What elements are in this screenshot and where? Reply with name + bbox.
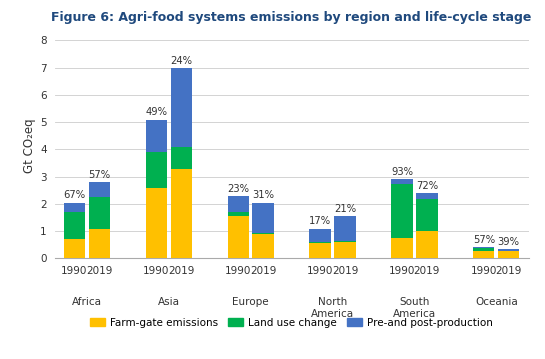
Text: 24%: 24%: [170, 56, 192, 66]
Bar: [416, 199, 438, 231]
Bar: [171, 147, 192, 169]
Bar: [227, 216, 249, 258]
Text: Oceania: Oceania: [475, 297, 518, 307]
Bar: [89, 197, 110, 229]
Bar: [498, 251, 519, 258]
Bar: [334, 216, 356, 241]
Text: 31%: 31%: [252, 190, 274, 200]
Text: South
America: South America: [393, 297, 436, 319]
Bar: [146, 188, 167, 258]
Bar: [146, 152, 167, 188]
Text: 23%: 23%: [227, 183, 249, 194]
Text: 72%: 72%: [416, 181, 438, 191]
Bar: [498, 250, 519, 251]
Bar: [334, 242, 356, 258]
Bar: [89, 182, 110, 197]
Bar: [391, 183, 413, 238]
Text: 57%: 57%: [473, 235, 495, 245]
Y-axis label: Gt CO₂eq: Gt CO₂eq: [23, 118, 36, 173]
Bar: [473, 251, 494, 258]
Bar: [310, 243, 331, 258]
Bar: [64, 212, 85, 239]
Bar: [473, 247, 494, 248]
Title: Figure 6: Agri-food systems emissions by region and life-cycle stage: Figure 6: Agri-food systems emissions by…: [51, 11, 532, 24]
Bar: [310, 229, 331, 242]
Text: 17%: 17%: [309, 216, 331, 226]
Text: 49%: 49%: [146, 107, 167, 117]
Bar: [310, 242, 331, 243]
Bar: [391, 238, 413, 258]
Bar: [416, 231, 438, 258]
Text: 57%: 57%: [88, 170, 111, 180]
Text: Europe: Europe: [232, 297, 269, 307]
Bar: [64, 239, 85, 258]
Bar: [391, 180, 413, 183]
Bar: [252, 202, 274, 233]
Bar: [252, 233, 274, 234]
Bar: [146, 120, 167, 152]
Text: 39%: 39%: [498, 237, 520, 247]
Bar: [473, 248, 494, 251]
Text: Asia: Asia: [158, 297, 180, 307]
Bar: [252, 234, 274, 258]
Bar: [89, 229, 110, 258]
Text: Africa: Africa: [72, 297, 102, 307]
Bar: [64, 202, 85, 212]
Text: 21%: 21%: [334, 204, 356, 214]
Bar: [227, 196, 249, 212]
Text: North
America: North America: [311, 297, 354, 319]
Text: 93%: 93%: [391, 167, 413, 177]
Legend: Farm-gate emissions, Land use change, Pre-and post-production: Farm-gate emissions, Land use change, Pr…: [86, 313, 497, 332]
Bar: [171, 68, 192, 147]
Bar: [227, 212, 249, 216]
Bar: [334, 241, 356, 242]
Text: 67%: 67%: [63, 190, 86, 200]
Bar: [416, 193, 438, 199]
Bar: [171, 169, 192, 258]
